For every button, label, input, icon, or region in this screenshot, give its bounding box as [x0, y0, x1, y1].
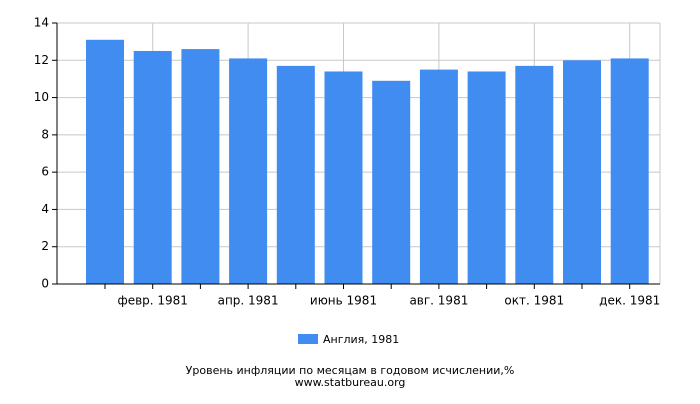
bar [276, 65, 315, 284]
bar [133, 50, 172, 284]
y-tick-label: 2 [41, 239, 49, 253]
legend-label: Англия, 1981 [323, 333, 399, 346]
y-tick-label: 14 [34, 16, 49, 30]
y-tick-label: 4 [41, 202, 49, 216]
y-tick-label: 8 [41, 127, 49, 141]
bar [563, 60, 601, 285]
bar [419, 69, 458, 284]
chart-title: Уровень инфляции по месяцам в годовом ис… [186, 364, 515, 377]
bar [324, 71, 363, 284]
y-tick-label: 0 [41, 277, 49, 291]
bar [181, 49, 220, 284]
x-tick-label: февр. 1981 [117, 294, 188, 308]
legend-swatch [298, 334, 318, 344]
bar [86, 39, 124, 285]
x-tick-label: апр. 1981 [218, 294, 279, 308]
x-tick-label: дек. 1981 [599, 294, 660, 308]
x-tick-label: авг. 1981 [409, 294, 468, 308]
x-tick-label: июнь 1981 [310, 294, 377, 308]
bar [467, 71, 506, 284]
y-tick-label: 10 [34, 90, 49, 104]
bar [610, 58, 649, 284]
y-tick-label: 6 [41, 165, 49, 179]
x-tick-label: окт. 1981 [504, 294, 564, 308]
bar [515, 65, 554, 284]
y-tick-label: 12 [34, 53, 49, 67]
bar [372, 80, 411, 285]
bar [229, 58, 268, 284]
source: www.statbureau.org [295, 376, 406, 389]
